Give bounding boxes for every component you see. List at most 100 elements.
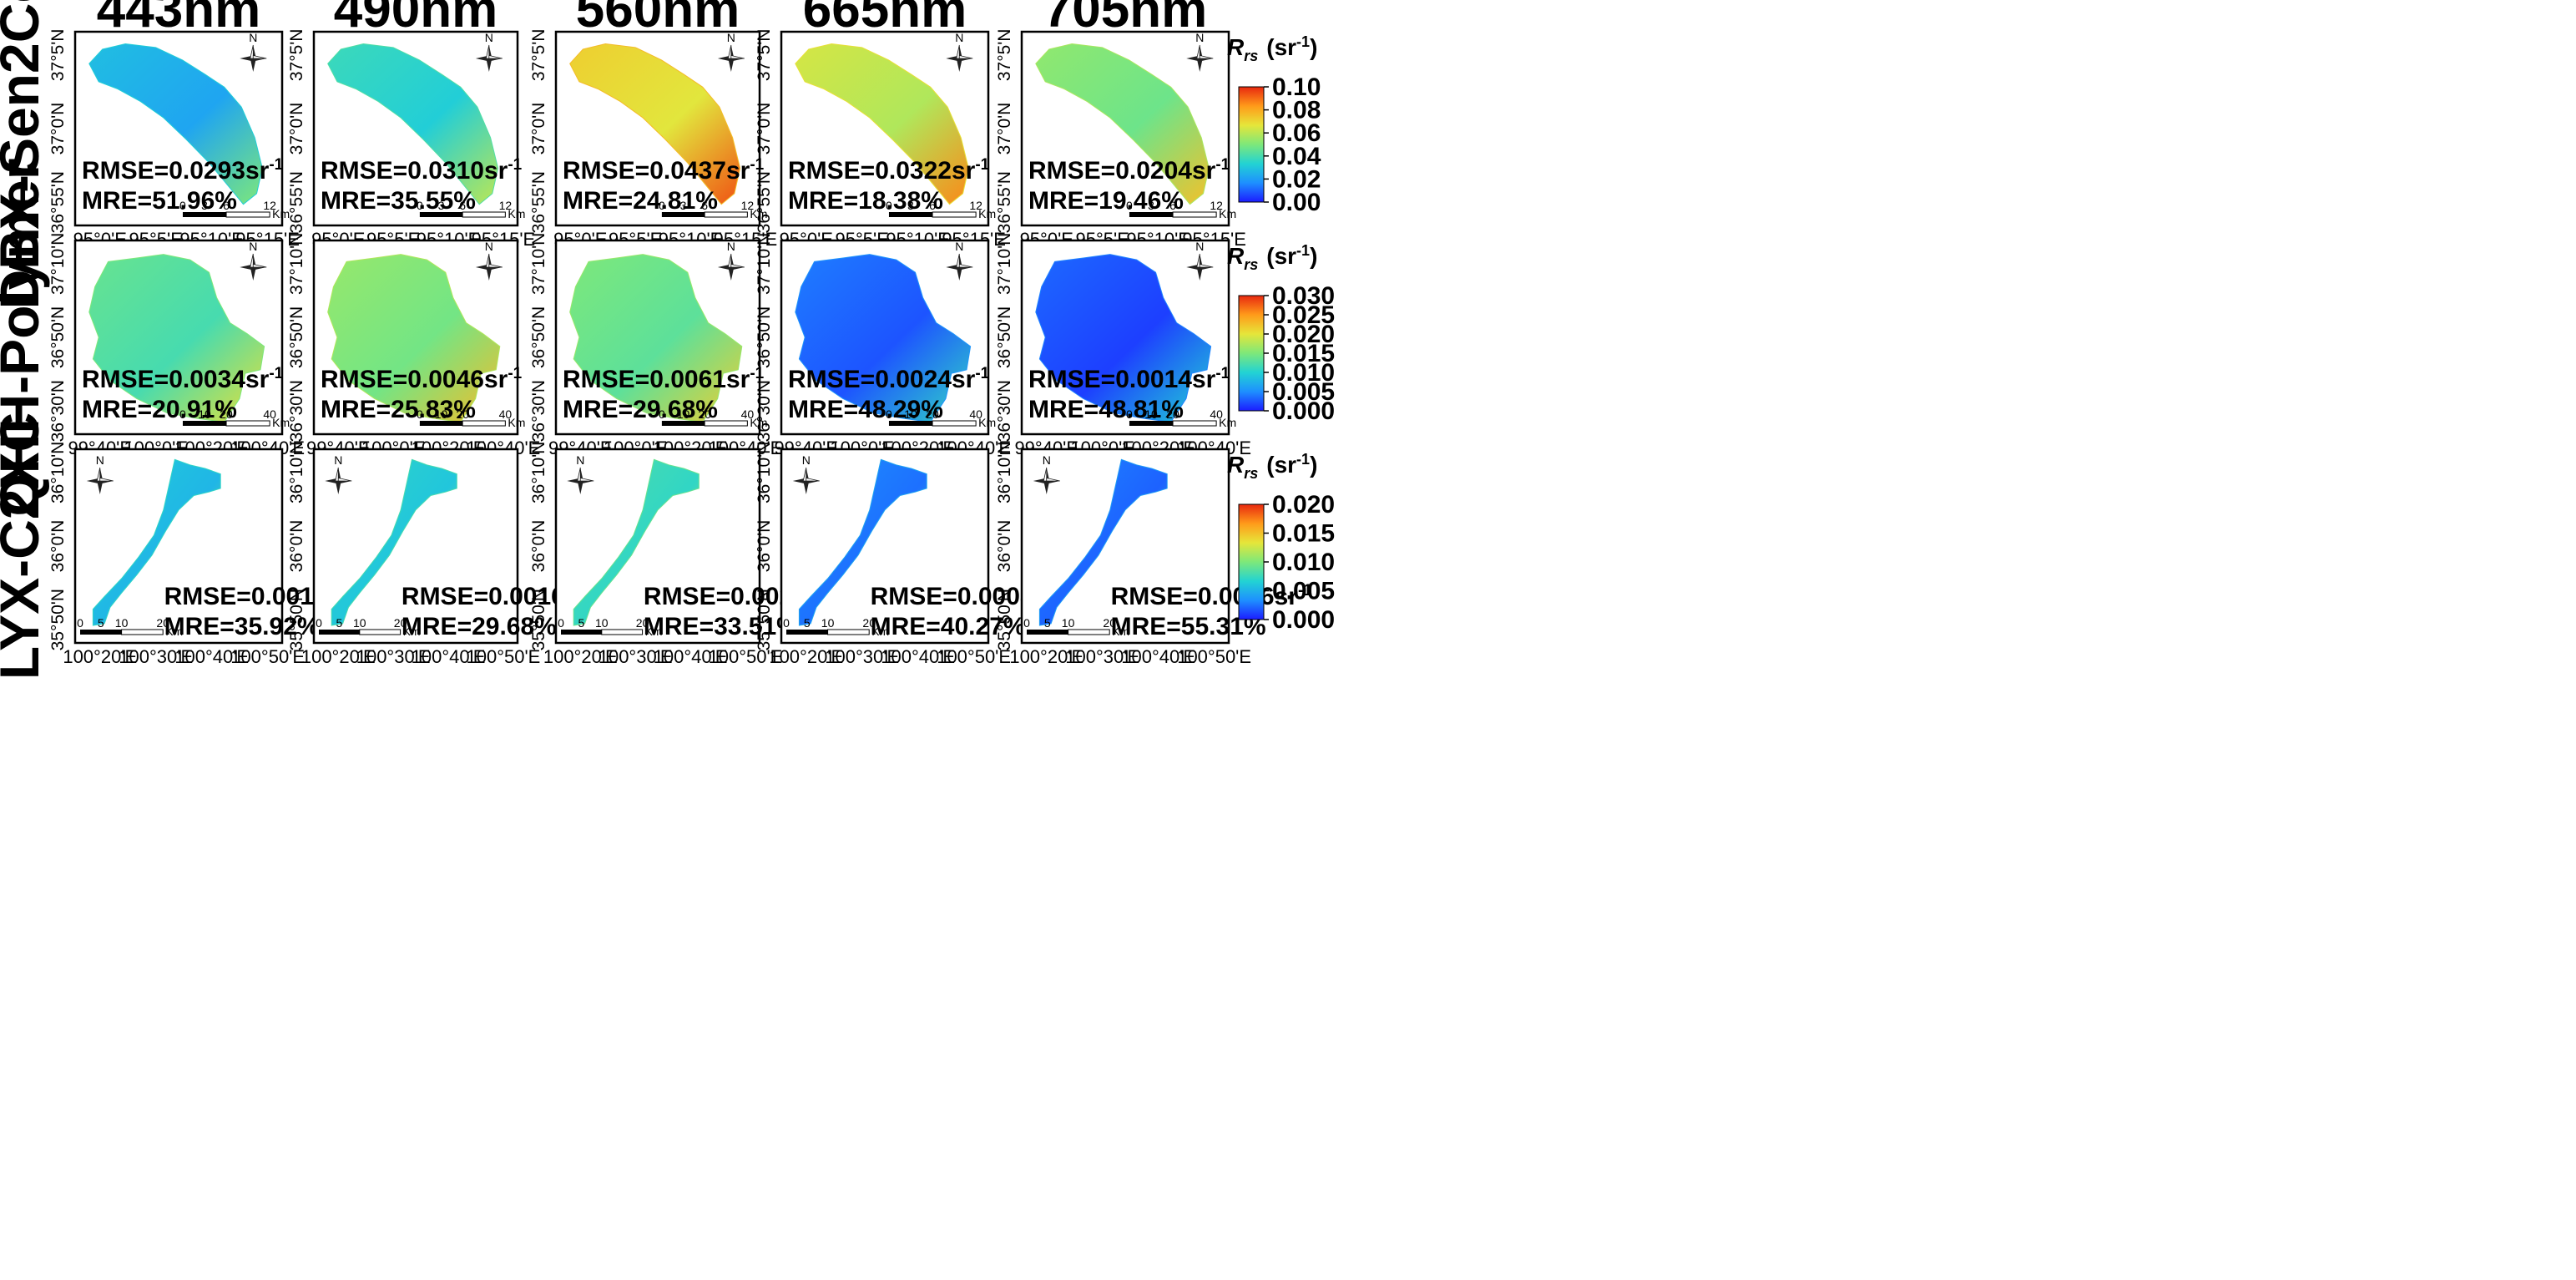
scale-tick: 10	[435, 407, 448, 421]
latitude-label: 36°55'N	[529, 171, 548, 233]
scale-tick: 0	[783, 616, 790, 630]
north-label: N	[485, 240, 493, 253]
north-arrow-icon: N	[567, 453, 594, 494]
scale-tick: 6	[223, 199, 230, 212]
lake-label: LYX-C2XC	[0, 412, 50, 680]
latitude-label: 37°0'N	[48, 103, 68, 155]
scale-tick: 6	[1169, 199, 1176, 212]
north-label: N	[727, 240, 735, 253]
longitude-label: 100°50'E	[466, 646, 540, 667]
latitude-label: 36°55'N	[287, 171, 306, 233]
scale-unit: Km	[508, 207, 525, 220]
north-arrow-icon: N	[1033, 453, 1060, 494]
latitude-label: 37°10'N	[48, 233, 68, 295]
scale-tick: 10	[904, 407, 917, 421]
lake-reflectance-map	[327, 43, 499, 205]
lake-reflectance-map	[92, 458, 221, 626]
colorbar-tick: 0.010	[1272, 359, 1335, 387]
scale-tick: 40	[1210, 407, 1223, 421]
mre-label: MRE=40.27%	[871, 613, 1026, 640]
latitude-label: 37°10'N	[755, 233, 774, 295]
scale-tick: 5	[98, 616, 104, 630]
longitude-label: 100°30'E	[599, 646, 673, 667]
scale-tick: 20	[636, 616, 649, 630]
scale-unit: Km	[750, 416, 767, 429]
lake-reflectance-map	[88, 254, 265, 423]
latitude-label: 37°10'N	[995, 233, 1014, 295]
scale-tick: 6	[701, 199, 708, 212]
colorbar-title: Rrs (sr-1)	[1227, 242, 1317, 273]
scale-tick: 0	[659, 199, 665, 212]
latitude-label: 36°0'N	[287, 520, 306, 573]
colorbar-tick: 0.00	[1272, 189, 1321, 216]
scale-tick: 40	[499, 407, 513, 421]
north-label: N	[727, 31, 735, 44]
longitude-label: 100°50'E	[708, 646, 782, 667]
colorbar-tick: 0.000	[1272, 606, 1335, 634]
latitude-label: 36°50'N	[995, 306, 1014, 368]
rmse-label: RMSE=0.0006sr-1	[1111, 582, 1313, 610]
colorbar-tick: 0.020	[1272, 321, 1335, 348]
scale-tick: 12	[969, 199, 982, 212]
scale-tick: 20	[220, 407, 233, 421]
latitude-label: 36°50'N	[48, 306, 68, 368]
scale-tick: 3	[438, 199, 445, 212]
north-label: N	[955, 240, 963, 253]
rmse-label: RMSE=0.0014sr-1	[1028, 365, 1230, 393]
latitude-label: 37°5'N	[529, 29, 548, 82]
latitude-label: 35°50'N	[755, 589, 774, 650]
north-arrow-icon: N	[717, 31, 745, 72]
scale-tick: 20	[456, 407, 469, 421]
scale-tick: 12	[263, 199, 276, 212]
latitude-label: 35°50'N	[529, 589, 548, 650]
latitude-label: 37°0'N	[995, 103, 1014, 155]
latitude-label: 36°30'N	[48, 380, 68, 442]
latitude-label: 36°0'N	[995, 520, 1014, 573]
lake-reflectance-map	[331, 458, 457, 626]
scale-unit: Km	[1219, 416, 1236, 429]
latitude-label: 36°10'N	[995, 442, 1014, 503]
scale-tick: 0	[417, 199, 423, 212]
longitude-label: 100°50'E	[1177, 646, 1251, 667]
north-label: N	[802, 453, 811, 467]
scale-unit: Km	[1219, 207, 1236, 220]
latitude-label: 36°50'N	[755, 306, 774, 368]
colorbar-title: Rrs (sr-1)	[1227, 33, 1317, 64]
colorbar-tick: 0.015	[1272, 340, 1335, 367]
longitude-label: 100°30'E	[356, 646, 431, 667]
rmse-label: RMSE=0.0437sr-1	[563, 156, 765, 185]
scale-tick: 20	[394, 616, 407, 630]
latitude-label: 36°10'N	[287, 442, 306, 503]
scale-unit: Km	[403, 625, 421, 638]
latitude-label: 37°0'N	[529, 103, 548, 155]
mre-label: MRE=19.46%	[1028, 187, 1184, 215]
mre-label: MRE=48.81%	[1028, 396, 1184, 423]
latitude-label: 36°0'N	[48, 520, 68, 573]
rmse-label: RMSE=0.0204sr-1	[1028, 156, 1230, 185]
colorbar-tick: 0.08	[1272, 97, 1321, 124]
north-arrow-icon: N	[717, 240, 745, 281]
scale-tick: 10	[198, 407, 211, 421]
north-label: N	[485, 31, 493, 44]
north-arrow-icon: N	[475, 240, 503, 281]
longitude-label: 100°30'E	[119, 646, 193, 667]
scale-tick: 20	[698, 407, 711, 421]
latitude-label: 36°10'N	[755, 442, 774, 503]
mre-label: MRE=24.81%	[563, 187, 718, 215]
north-arrow-icon: N	[792, 453, 820, 494]
latitude-label: 36°10'N	[48, 442, 68, 503]
north-label: N	[96, 453, 104, 467]
colorbar-scale	[1238, 86, 1265, 203]
lake-reflectance-map	[795, 254, 972, 423]
longitude-label: 100°50'E	[937, 646, 1011, 667]
scale-unit: Km	[165, 625, 183, 638]
scale-tick: 10	[821, 616, 835, 630]
